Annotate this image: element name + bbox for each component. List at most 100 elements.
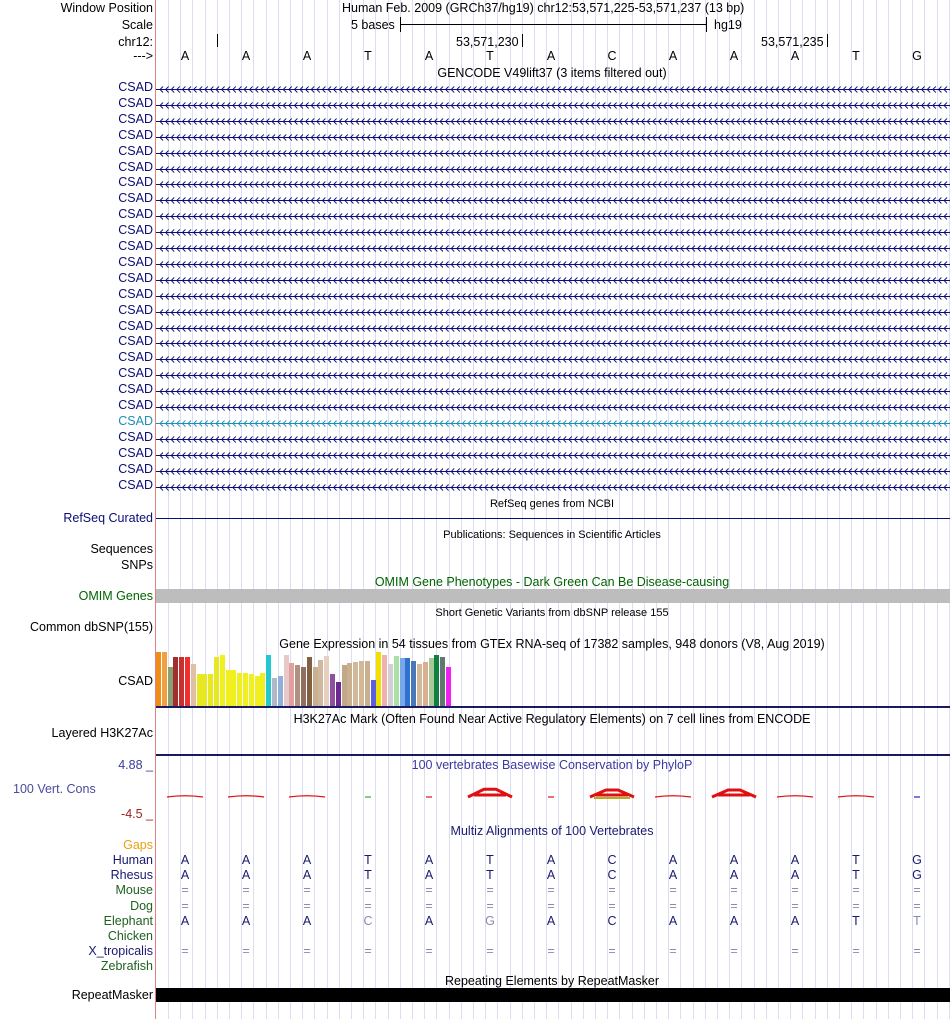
gencode-transcript-arrow[interactable] xyxy=(156,99,950,109)
gtex-tissue-bar[interactable] xyxy=(260,673,266,706)
gencode-transcript-arrow[interactable] xyxy=(156,306,950,316)
gencode-transcript-arrow[interactable] xyxy=(156,417,950,427)
gencode-gene-label[interactable]: CSAD xyxy=(118,286,153,301)
multiz-species-label[interactable]: Chicken xyxy=(107,929,153,943)
gtex-tissue-bar[interactable] xyxy=(179,657,185,706)
gencode-gene-label[interactable]: CSAD xyxy=(118,429,153,444)
phylop-wiggle[interactable] xyxy=(156,770,950,820)
gtex-tissue-bar[interactable] xyxy=(266,655,272,706)
gtex-tissue-bar[interactable] xyxy=(219,655,225,706)
gtex-tissue-bar[interactable] xyxy=(324,656,330,706)
gtex-tissue-bar[interactable] xyxy=(295,665,301,706)
gtex-tissue-bar[interactable] xyxy=(405,658,411,706)
snps-label[interactable]: SNPs xyxy=(121,558,153,572)
gencode-transcript-arrow[interactable] xyxy=(156,449,950,459)
phylop-score-mark[interactable] xyxy=(654,795,692,798)
window-position-label[interactable]: Window Position xyxy=(60,1,153,15)
phylop-score-mark[interactable] xyxy=(166,795,204,798)
gencode-transcript-arrow[interactable] xyxy=(156,369,950,380)
gtex-tissue-bar[interactable] xyxy=(161,652,167,706)
gtex-tissue-bar[interactable] xyxy=(382,655,388,706)
gencode-transcript-arrow[interactable] xyxy=(156,322,950,332)
gtex-tissue-bar[interactable] xyxy=(167,667,173,706)
gencode-transcript-arrow[interactable] xyxy=(156,242,950,252)
gencode-transcript-arrow[interactable] xyxy=(156,481,950,491)
gencode-gene-label[interactable]: CSAD xyxy=(118,191,153,206)
gtex-tissue-bar[interactable] xyxy=(156,652,161,706)
phylop-score-mark[interactable] xyxy=(837,795,875,798)
gencode-transcript-arrow[interactable] xyxy=(156,163,950,173)
multiz-species-label[interactable]: Zebrafish xyxy=(100,959,153,974)
gtex-tissue-bar[interactable] xyxy=(359,661,364,706)
gtex-tissue-bar[interactable] xyxy=(208,674,214,706)
gencode-gene-label[interactable]: CSAD xyxy=(118,270,153,285)
gencode-gene-label[interactable]: CSAD xyxy=(118,382,153,397)
gtex-tissue-bar[interactable] xyxy=(196,674,202,706)
gencode-gene-label[interactable]: CSAD xyxy=(118,159,153,174)
gencode-transcript-arrow[interactable] xyxy=(156,274,950,284)
gencode-transcript-arrow[interactable] xyxy=(156,226,950,236)
gtex-tissue-bar[interactable] xyxy=(440,657,446,706)
gencode-gene-label[interactable]: CSAD xyxy=(118,127,153,142)
gtex-tissue-bar[interactable] xyxy=(347,663,353,706)
multiz-species-label[interactable]: Rhesus xyxy=(110,868,153,883)
gtex-tissue-bar[interactable] xyxy=(173,657,179,706)
gencode-gene-label[interactable]: CSAD xyxy=(118,445,153,460)
gencode-transcript-arrow[interactable] xyxy=(156,385,950,395)
gencode-transcript-arrow[interactable] xyxy=(156,353,950,364)
gencode-gene-label[interactable]: CSAD xyxy=(118,95,153,110)
gtex-tissue-bar[interactable] xyxy=(364,661,370,706)
h3k27ac-label[interactable]: Layered H3K27Ac xyxy=(51,726,153,740)
gencode-gene-label[interactable]: CSAD xyxy=(118,366,153,381)
gencode-gene-label[interactable]: CSAD xyxy=(118,318,153,333)
gencode-transcript-arrow[interactable] xyxy=(156,115,950,125)
gencode-gene-label[interactable]: CSAD xyxy=(118,207,153,222)
gencode-gene-label[interactable]: CSAD xyxy=(118,461,153,476)
phylop-score-mark[interactable] xyxy=(227,795,265,798)
omim-label[interactable]: OMIM Genes xyxy=(78,589,153,603)
gencode-gene-label[interactable]: CSAD xyxy=(118,223,153,238)
gencode-transcript-arrow[interactable] xyxy=(156,131,950,141)
gtex-tissue-bar[interactable] xyxy=(312,667,318,706)
gtex-tissue-bar[interactable] xyxy=(277,676,283,706)
gencode-transcript-arrow[interactable] xyxy=(156,290,950,300)
gtex-tissue-bar[interactable] xyxy=(214,657,219,706)
gencode-transcript-arrow[interactable] xyxy=(156,83,950,93)
refseq-label[interactable]: RefSeq Curated xyxy=(63,511,153,525)
gtex-tissue-bar[interactable] xyxy=(243,673,248,706)
gtex-tissue-bar[interactable] xyxy=(376,652,382,706)
gtex-tissue-bar[interactable] xyxy=(248,674,254,706)
gtex-tissue-bar[interactable] xyxy=(283,655,289,706)
refseq-gene-line[interactable] xyxy=(156,518,950,519)
gencode-transcript-arrow[interactable] xyxy=(156,210,950,221)
chrom-label[interactable]: chr12: xyxy=(118,35,153,49)
repeatmasker-label[interactable]: RepeatMasker xyxy=(71,988,153,1002)
gencode-gene-label[interactable]: CSAD xyxy=(118,239,153,253)
gencode-gene-label[interactable]: CSAD xyxy=(118,350,153,365)
gtex-tissue-bar[interactable] xyxy=(335,682,341,706)
gtex-tissue-bar[interactable] xyxy=(393,656,399,706)
gtex-tissue-bar[interactable] xyxy=(254,676,260,706)
multiz-species-label[interactable]: X_tropicalis xyxy=(88,944,153,959)
gtex-tissue-bar[interactable] xyxy=(446,667,451,706)
gtex-tissue-bar[interactable] xyxy=(301,667,306,706)
gtex-tissue-bar[interactable] xyxy=(388,664,393,706)
gencode-transcript-arrow[interactable] xyxy=(156,194,950,205)
phylop-score-mark[interactable] xyxy=(776,795,814,798)
gencode-gene-label[interactable]: CSAD xyxy=(118,334,153,349)
multiz-species-label[interactable]: Elephant xyxy=(103,913,153,928)
gtex-tissue-bar[interactable] xyxy=(306,657,312,706)
gtex-tissue-bar[interactable] xyxy=(231,670,237,706)
gencode-transcript-arrow[interactable] xyxy=(156,465,950,475)
repeatmasker-bar[interactable] xyxy=(156,988,950,1002)
gtex-tissue-bar[interactable] xyxy=(237,673,243,706)
gtex-tissue-bar[interactable] xyxy=(370,680,376,706)
gencode-gene-label[interactable]: CSAD xyxy=(118,302,153,317)
gencode-transcript-arrow[interactable] xyxy=(156,337,950,348)
gtex-tissue-bar[interactable] xyxy=(185,657,190,706)
gtex-tissue-bar[interactable] xyxy=(272,678,277,706)
gencode-gene-label[interactable]: CSAD xyxy=(118,111,153,126)
gtex-tissue-bar[interactable] xyxy=(399,658,405,706)
gencode-gene-label[interactable]: CSAD xyxy=(118,413,153,428)
gencode-gene-label[interactable]: CSAD xyxy=(118,80,153,94)
